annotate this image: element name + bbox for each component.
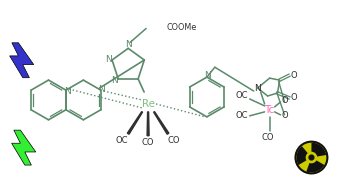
Wedge shape <box>296 146 312 165</box>
Text: Tc: Tc <box>264 105 275 115</box>
Wedge shape <box>312 143 326 158</box>
Text: CO: CO <box>142 138 154 147</box>
Polygon shape <box>10 43 34 78</box>
Text: O: O <box>290 71 297 80</box>
Text: COOMe: COOMe <box>166 23 196 32</box>
Text: O: O <box>281 96 288 105</box>
Text: N: N <box>64 87 70 95</box>
Text: Re: Re <box>142 99 155 109</box>
Polygon shape <box>12 130 36 165</box>
Text: N: N <box>98 84 105 94</box>
Text: O: O <box>290 94 297 102</box>
Text: CO: CO <box>168 136 180 145</box>
Text: OC: OC <box>236 111 248 120</box>
Text: O: O <box>281 111 288 120</box>
Circle shape <box>309 155 314 160</box>
Text: OC: OC <box>116 136 128 145</box>
Text: CO: CO <box>261 133 274 142</box>
Text: N: N <box>204 71 211 80</box>
Wedge shape <box>306 158 324 172</box>
Text: N: N <box>111 76 118 85</box>
Text: OC: OC <box>236 91 248 101</box>
Text: N: N <box>125 40 132 49</box>
Polygon shape <box>127 112 143 134</box>
Circle shape <box>296 142 327 174</box>
Polygon shape <box>154 112 169 134</box>
Circle shape <box>306 153 316 163</box>
Text: N: N <box>254 84 261 93</box>
Polygon shape <box>147 112 149 136</box>
Text: N: N <box>105 54 111 64</box>
